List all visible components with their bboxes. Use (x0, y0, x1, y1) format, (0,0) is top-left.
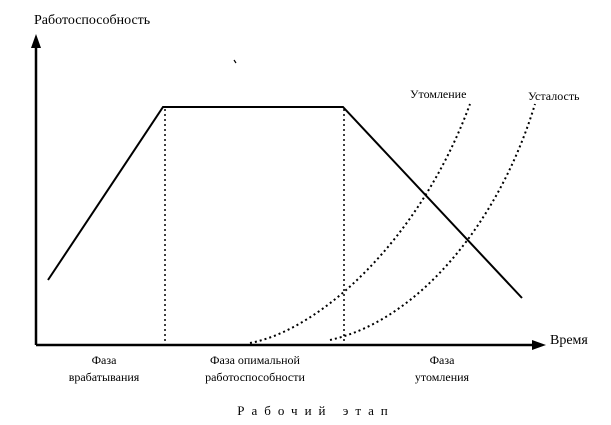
fatigue-curve (249, 103, 471, 344)
y-axis-label: Работоспособность (34, 13, 150, 28)
x-axis-arrowhead (532, 340, 546, 350)
fatigue-curve-label: Утомление (410, 87, 466, 101)
tiredness-curve-label: Усталость (528, 89, 580, 103)
work-capacity-curve (47, 106, 523, 299)
phase-warmup-line2: врабатывания (69, 370, 140, 384)
phase-fatigue-line1: Фаза (430, 353, 456, 367)
y-axis-arrowhead (31, 34, 41, 48)
x-axis-label: Время (550, 333, 588, 348)
phase-optimal-line1: Фаза опимальной (210, 353, 301, 367)
tiredness-curve (329, 103, 536, 341)
stray-mark (233, 59, 237, 64)
phase-optimal-line2: работоспособности (205, 370, 305, 384)
phase-warmup-line1: Фаза (92, 353, 118, 367)
phase-fatigue-line2: утомления (415, 370, 470, 384)
axes (31, 34, 546, 350)
caption: Рабочий этап (237, 403, 394, 418)
